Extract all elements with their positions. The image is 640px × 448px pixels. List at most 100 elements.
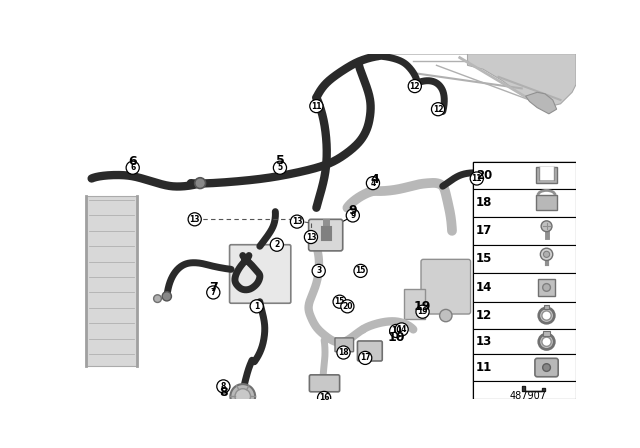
Text: 11: 11 [476, 361, 492, 374]
Circle shape [291, 215, 303, 228]
Text: 12: 12 [433, 105, 444, 114]
Circle shape [395, 323, 408, 336]
Text: 6: 6 [130, 163, 135, 172]
Circle shape [539, 334, 554, 349]
Circle shape [195, 178, 205, 189]
Text: 487907: 487907 [509, 391, 547, 401]
Circle shape [273, 161, 287, 174]
Circle shape [317, 392, 331, 405]
Text: 14: 14 [476, 281, 492, 294]
Circle shape [431, 103, 445, 116]
Circle shape [440, 310, 452, 322]
Bar [86, 196, 136, 366]
Text: 19: 19 [414, 300, 431, 313]
Text: 8: 8 [219, 386, 228, 399]
Text: 17: 17 [476, 224, 492, 237]
Bar [473, 162, 576, 399]
Text: 17: 17 [360, 353, 371, 362]
Circle shape [354, 264, 367, 277]
Polygon shape [404, 289, 425, 319]
Circle shape [390, 324, 403, 337]
Text: 11: 11 [311, 102, 322, 111]
Circle shape [543, 364, 550, 371]
Bar [544, 305, 549, 310]
Text: 18: 18 [338, 348, 349, 357]
Circle shape [310, 99, 323, 112]
Polygon shape [522, 386, 545, 392]
Circle shape [542, 337, 551, 346]
Circle shape [470, 172, 483, 185]
Circle shape [217, 380, 230, 393]
Circle shape [250, 300, 263, 313]
Bar [536, 195, 557, 211]
Text: 1: 1 [254, 302, 259, 311]
Text: 9: 9 [350, 211, 355, 220]
Circle shape [235, 389, 250, 404]
Bar [473, 162, 576, 189]
Text: 2: 2 [274, 240, 280, 249]
Text: 13: 13 [189, 215, 200, 224]
FancyBboxPatch shape [421, 259, 470, 314]
Text: 13: 13 [476, 335, 492, 348]
Text: 4: 4 [370, 173, 379, 186]
Bar [473, 354, 576, 381]
Circle shape [207, 286, 220, 299]
Text: 18: 18 [476, 196, 492, 209]
Circle shape [333, 295, 346, 308]
Circle shape [408, 80, 421, 93]
Bar [538, 279, 555, 296]
Circle shape [126, 161, 140, 174]
Circle shape [416, 305, 429, 318]
Text: 9: 9 [349, 203, 357, 216]
Bar [473, 381, 576, 399]
Text: 10: 10 [387, 331, 405, 344]
Text: 19: 19 [417, 307, 428, 316]
Text: 7: 7 [209, 280, 218, 293]
Polygon shape [386, 54, 576, 108]
Circle shape [366, 177, 380, 190]
Circle shape [346, 209, 360, 222]
Text: 5: 5 [276, 154, 284, 167]
Circle shape [541, 221, 552, 232]
Text: 20: 20 [476, 168, 492, 181]
FancyBboxPatch shape [535, 358, 558, 377]
Text: 3: 3 [316, 267, 321, 276]
Circle shape [188, 213, 202, 226]
Text: 10: 10 [391, 327, 401, 336]
Bar [473, 217, 576, 245]
Bar [539, 168, 554, 180]
FancyBboxPatch shape [335, 338, 353, 352]
Text: 13: 13 [306, 233, 316, 241]
FancyBboxPatch shape [309, 375, 340, 392]
Circle shape [337, 346, 350, 359]
Text: 12: 12 [410, 82, 420, 90]
Bar [473, 302, 576, 329]
Text: 13: 13 [292, 217, 302, 226]
Bar [473, 245, 576, 273]
Text: 16: 16 [319, 393, 330, 402]
Polygon shape [525, 92, 557, 114]
Text: 6: 6 [129, 155, 137, 168]
Circle shape [154, 295, 161, 302]
Circle shape [162, 292, 172, 301]
Text: 7: 7 [211, 288, 216, 297]
FancyBboxPatch shape [358, 341, 382, 361]
Circle shape [312, 264, 325, 277]
Text: 15: 15 [476, 253, 492, 266]
Bar [536, 168, 557, 183]
Circle shape [305, 230, 317, 244]
Circle shape [270, 238, 284, 251]
Circle shape [543, 284, 550, 291]
Circle shape [358, 351, 372, 365]
FancyBboxPatch shape [308, 220, 343, 251]
Text: 4: 4 [371, 179, 376, 188]
Text: 15: 15 [335, 297, 345, 306]
Bar [473, 329, 576, 354]
Circle shape [539, 308, 554, 323]
Circle shape [230, 384, 255, 409]
Text: 14: 14 [396, 325, 407, 334]
Circle shape [540, 248, 553, 260]
FancyBboxPatch shape [230, 245, 291, 303]
Bar [543, 331, 550, 336]
Text: 12: 12 [476, 309, 492, 322]
